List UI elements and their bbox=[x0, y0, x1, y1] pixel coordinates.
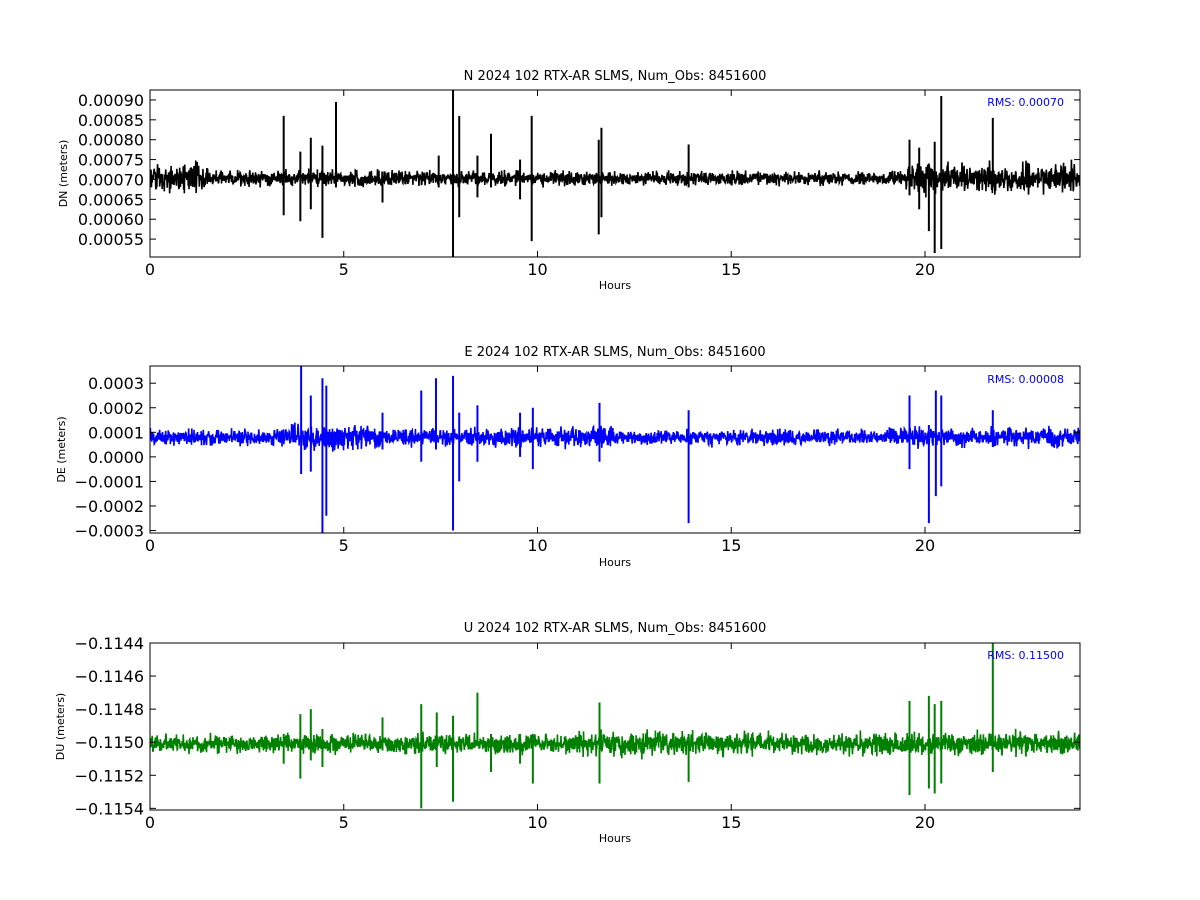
panel-up: U 2024 102 RTX-AR SLMS, Num_Obs: 8451600… bbox=[54, 621, 1081, 845]
x-tick-label: 0 bbox=[145, 536, 155, 555]
series-noise-band bbox=[150, 159, 1080, 198]
y-tick-label: −0.0002 bbox=[75, 497, 144, 516]
rms-annotation: RMS: 0.00008 bbox=[987, 373, 1064, 386]
y-tick-label: 0.0003 bbox=[88, 374, 144, 393]
series-plot-area bbox=[150, 90, 1080, 257]
y-axis: 0.000550.000600.000650.000700.000750.000… bbox=[78, 91, 1080, 249]
y-axis-label: DN (meters) bbox=[57, 140, 70, 208]
y-axis-label: DU (meters) bbox=[54, 693, 67, 760]
x-tick-label: 0 bbox=[145, 813, 155, 832]
x-tick-label: 5 bbox=[339, 260, 349, 279]
series-noise-band bbox=[150, 422, 1080, 452]
y-axis-label: DE (meters) bbox=[55, 416, 68, 482]
chart-title: N 2024 102 RTX-AR SLMS, Num_Obs: 8451600 bbox=[464, 69, 767, 84]
x-axis: 0 5 10 15 20 bbox=[145, 643, 935, 832]
y-tick-label: 0.0002 bbox=[88, 399, 144, 418]
x-tick-label: 15 bbox=[721, 260, 741, 279]
y-tick-label: 0.00055 bbox=[78, 230, 144, 249]
x-axis: 0 5 10 15 20 bbox=[145, 90, 935, 279]
x-tick-label: 10 bbox=[527, 260, 547, 279]
y-tick-label: 0.0001 bbox=[88, 423, 144, 442]
axes-frame bbox=[149, 89, 1081, 258]
x-tick-label: 20 bbox=[915, 536, 935, 555]
y-tick-label: −0.0001 bbox=[75, 472, 144, 491]
chart-title: E 2024 102 RTX-AR SLMS, Num_Obs: 8451600 bbox=[464, 345, 765, 360]
x-axis-label: Hours bbox=[599, 832, 631, 845]
x-tick-label: 20 bbox=[915, 813, 935, 832]
y-tick-label: 0.00065 bbox=[78, 190, 144, 209]
axes-frame bbox=[149, 365, 1081, 534]
x-tick-label: 15 bbox=[721, 536, 741, 555]
x-tick-label: 15 bbox=[721, 813, 741, 832]
y-tick-label: 0.00085 bbox=[78, 111, 144, 130]
y-tick-label: −0.0003 bbox=[75, 522, 144, 541]
y-axis: −0.1154 −0.1152 −0.1150 −0.1148 −0.1146 −0.11… bbox=[75, 634, 1080, 818]
y-tick-label: −0.1150 bbox=[75, 733, 144, 752]
y-tick-label: 0.00070 bbox=[78, 170, 144, 189]
y-tick-label: −0.1154 bbox=[75, 799, 144, 818]
y-tick-label: 0.0000 bbox=[88, 448, 144, 467]
y-tick-label: −0.1146 bbox=[75, 667, 144, 686]
x-axis: 0 5 10 15 20 bbox=[145, 366, 935, 555]
x-tick-label: 0 bbox=[145, 260, 155, 279]
series-noise-band bbox=[150, 728, 1080, 760]
panel-north: N 2024 102 RTX-AR SLMS, Num_Obs: 8451600… bbox=[57, 69, 1081, 292]
panel-east: E 2024 102 RTX-AR SLMS, Num_Obs: 8451600… bbox=[55, 345, 1081, 569]
rms-annotation: RMS: 0.11500 bbox=[987, 649, 1064, 662]
x-axis-label: Hours bbox=[599, 556, 631, 569]
y-tick-label: 0.00090 bbox=[78, 91, 144, 110]
x-tick-label: 10 bbox=[527, 813, 547, 832]
x-tick-label: 5 bbox=[339, 813, 349, 832]
rms-annotation: RMS: 0.00070 bbox=[987, 96, 1064, 109]
axes-frame bbox=[149, 642, 1081, 811]
y-tick-label: 0.00060 bbox=[78, 210, 144, 229]
series-plot-area bbox=[150, 643, 1080, 809]
x-tick-label: 20 bbox=[915, 260, 935, 279]
y-tick-label: −0.1152 bbox=[75, 766, 144, 785]
x-tick-label: 10 bbox=[527, 536, 547, 555]
chart-title: U 2024 102 RTX-AR SLMS, Num_Obs: 8451600 bbox=[464, 621, 767, 636]
y-axis: −0.0003 −0.0002 −0.0001 0.0000 0.0001 0.0002 0… bbox=[75, 374, 1080, 541]
y-tick-label: 0.00080 bbox=[78, 131, 144, 150]
y-tick-label: −0.1148 bbox=[75, 700, 144, 719]
x-tick-label: 5 bbox=[339, 536, 349, 555]
x-axis-label: Hours bbox=[599, 279, 631, 292]
series-plot-area bbox=[150, 366, 1080, 533]
y-tick-label: −0.1144 bbox=[75, 634, 144, 653]
y-tick-label: 0.00075 bbox=[78, 151, 144, 170]
